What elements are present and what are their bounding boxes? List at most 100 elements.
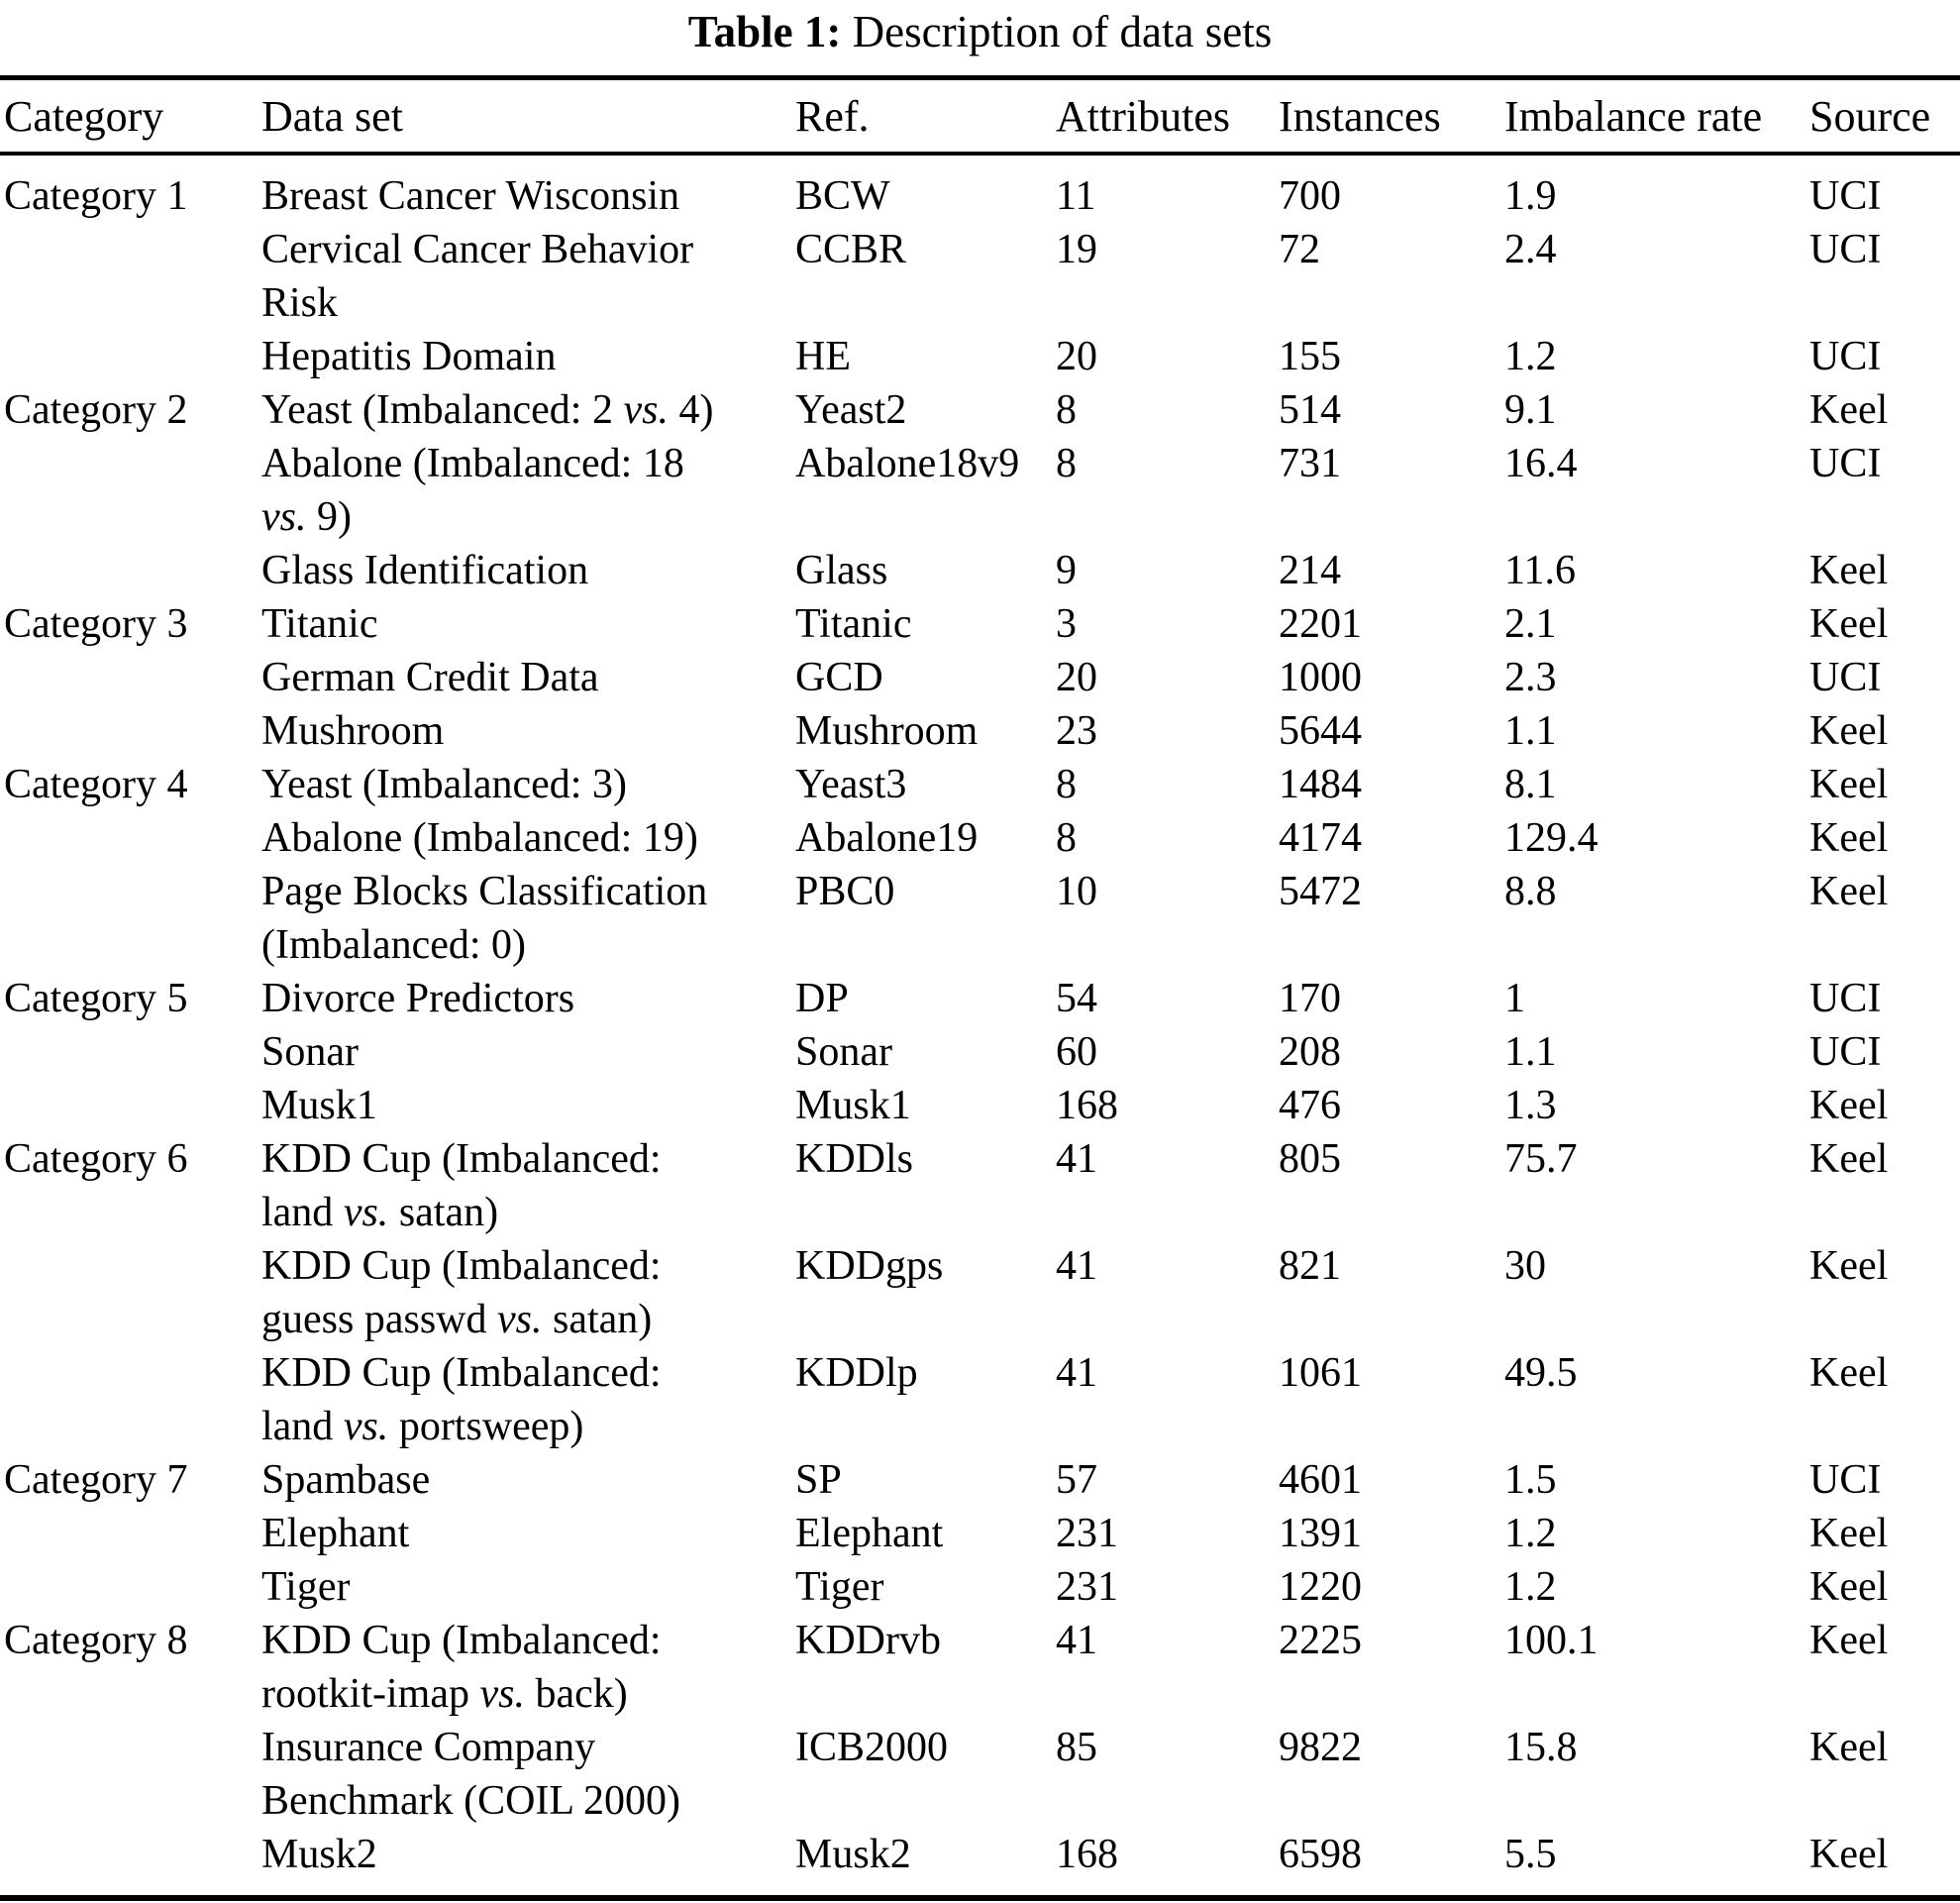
- cell-category: [0, 704, 261, 758]
- cell-instances: 700: [1279, 173, 1341, 219]
- cell-instances: 170: [1279, 976, 1341, 1021]
- table-row: Category 5 Divorce Predictors DP 54 170 1 UCI: [0, 972, 1960, 1025]
- cell-category: [0, 544, 261, 597]
- cell-category: [0, 651, 261, 704]
- table-row: KDD Cup (Imbalanced: guess passwd vs. sat…: [0, 1239, 1960, 1346]
- cell-category: [0, 811, 261, 865]
- header-row: Category Data set Ref. Attributes Instan…: [0, 77, 1960, 156]
- cell-attributes: 168: [1056, 1083, 1118, 1128]
- cell-source: UCI: [1809, 227, 1882, 272]
- cell-instances: 208: [1279, 1029, 1341, 1075]
- cell-source: Keel: [1809, 548, 1889, 593]
- cell-source: Keel: [1809, 708, 1889, 754]
- cell-source: Keel: [1809, 1083, 1889, 1128]
- cell-ref: KDDlp: [795, 1350, 918, 1396]
- cell-imbalance-rate: 1.3: [1504, 1083, 1557, 1128]
- table-row: Tiger Tiger 231 1220 1.2 Keel: [0, 1560, 1960, 1614]
- cell-ref: CCBR: [795, 227, 907, 272]
- cell-instances: 1220: [1279, 1564, 1362, 1610]
- cell-category: [0, 1560, 261, 1614]
- cell-instances: 514: [1279, 387, 1341, 433]
- cell-category: Category 1: [4, 173, 188, 219]
- table-row: Abalone (Imbalanced: 19) Abalone19 8 4174 12…: [0, 811, 1960, 865]
- cell-imbalance-rate: 49.5: [1504, 1350, 1578, 1396]
- table-row: Insurance Company Benchmark (COIL 2000) IC…: [0, 1721, 1960, 1828]
- table-title-label: Table 1:: [687, 7, 842, 56]
- cell-imbalance-rate: 2.4: [1504, 227, 1557, 272]
- cell-instances: 6598: [1279, 1832, 1362, 1877]
- cell-category: [0, 330, 261, 383]
- cell-instances: 805: [1279, 1136, 1341, 1182]
- cell-attributes: 11: [1056, 173, 1096, 219]
- cell-ref: Yeast2: [795, 387, 907, 433]
- cell-imbalance-rate: 1.2: [1504, 334, 1557, 379]
- cell-ref: PBC0: [795, 869, 895, 914]
- table-row: Cervical Cancer Behavior Risk CCBR 19 72 2.4 U…: [0, 223, 1960, 330]
- cell-ref: ICB2000: [795, 1725, 949, 1770]
- table-row: Mushroom Mushroom 23 5644 1.1 Keel: [0, 704, 1960, 758]
- cell-category: [0, 1828, 261, 1898]
- cell-dataset: German Credit Data: [261, 655, 599, 700]
- header-source: Source: [1809, 77, 1960, 156]
- cell-instances: 9822: [1279, 1725, 1362, 1770]
- header-ref: Ref.: [795, 77, 1056, 156]
- cell-imbalance-rate: 1.9: [1504, 173, 1557, 219]
- table-row: Category 2 Yeast (Imbalanced: 2 vs. 4) Yea…: [0, 383, 1960, 437]
- cell-attributes: 20: [1056, 334, 1097, 379]
- cell-source: Keel: [1809, 1136, 1889, 1182]
- cell-instances: 821: [1279, 1243, 1341, 1289]
- cell-dataset: KDD Cup (Imbalanced: guess passwd vs. sat…: [261, 1243, 662, 1342]
- table-row: Hepatitis Domain HE 20 155 1.2 UCI: [0, 330, 1960, 383]
- cell-ref: Yeast3: [795, 762, 907, 807]
- table-row: Category 4 Yeast (Imbalanced: 3) Yeast3 8 14…: [0, 758, 1960, 811]
- table-row: Glass Identification Glass 9 214 11.6 Keel: [0, 544, 1960, 597]
- table-row: German Credit Data GCD 20 1000 2.3 UCI: [0, 651, 1960, 704]
- cell-category: [0, 223, 261, 330]
- cell-instances: 1000: [1279, 655, 1362, 700]
- cell-ref: HE: [795, 334, 851, 379]
- cell-source: Keel: [1809, 1243, 1889, 1289]
- cell-attributes: 8: [1056, 762, 1077, 807]
- cell-imbalance-rate: 9.1: [1504, 387, 1557, 433]
- cell-ref: Mushroom: [795, 708, 979, 754]
- cell-dataset: KDD Cup (Imbalanced: rootkit-imap vs. bac…: [261, 1618, 662, 1717]
- cell-attributes: 41: [1056, 1243, 1097, 1289]
- cell-imbalance-rate: 30: [1504, 1243, 1546, 1289]
- cell-dataset: Page Blocks Classification (Imbalanced: 0…: [261, 869, 708, 968]
- cell-ref: SP: [795, 1457, 842, 1503]
- cell-ref: Abalone19: [795, 815, 979, 861]
- cell-imbalance-rate: 5.5: [1504, 1832, 1557, 1877]
- cell-source: Keel: [1809, 1511, 1889, 1556]
- header-category: Category: [0, 77, 261, 156]
- table-row: Abalone (Imbalanced: 18 vs. 9) Abalone18v9…: [0, 437, 1960, 544]
- cell-category: [0, 1721, 261, 1828]
- cell-instances: 1391: [1279, 1511, 1362, 1556]
- table-row: Category 8 KDD Cup (Imbalanced: rootkit-im…: [0, 1614, 1960, 1721]
- cell-attributes: 20: [1056, 655, 1097, 700]
- cell-attributes: 85: [1056, 1725, 1097, 1770]
- cell-dataset: Musk2: [261, 1832, 377, 1877]
- cell-instances: 4601: [1279, 1457, 1362, 1503]
- table-header: Category Data set Ref. Attributes Instan…: [0, 77, 1960, 156]
- cell-source: UCI: [1809, 976, 1882, 1021]
- cell-source: UCI: [1809, 1457, 1882, 1503]
- cell-dataset: Tiger: [261, 1564, 351, 1610]
- cell-source: UCI: [1809, 441, 1882, 486]
- cell-ref: GCD: [795, 655, 883, 700]
- cell-instances: 2225: [1279, 1618, 1362, 1663]
- cell-source: Keel: [1809, 1350, 1889, 1396]
- cell-ref: BCW: [795, 173, 890, 219]
- table-row: Category 3 Titanic Titanic 3 2201 2.1 Keel: [0, 597, 1960, 651]
- cell-ref: Glass: [795, 548, 888, 593]
- cell-category: [0, 1025, 261, 1079]
- cell-ref: Musk1: [795, 1083, 911, 1128]
- table-row: Musk2 Musk2 168 6598 5.5 Keel: [0, 1828, 1960, 1898]
- cell-category: [0, 1079, 261, 1132]
- table-row: Sonar Sonar 60 208 1.1 UCI: [0, 1025, 1960, 1079]
- cell-source: Keel: [1809, 1564, 1889, 1610]
- cell-source: Keel: [1809, 1618, 1889, 1663]
- cell-category: [0, 437, 261, 544]
- cell-attributes: 54: [1056, 976, 1097, 1021]
- cell-category: Category 4: [4, 762, 188, 807]
